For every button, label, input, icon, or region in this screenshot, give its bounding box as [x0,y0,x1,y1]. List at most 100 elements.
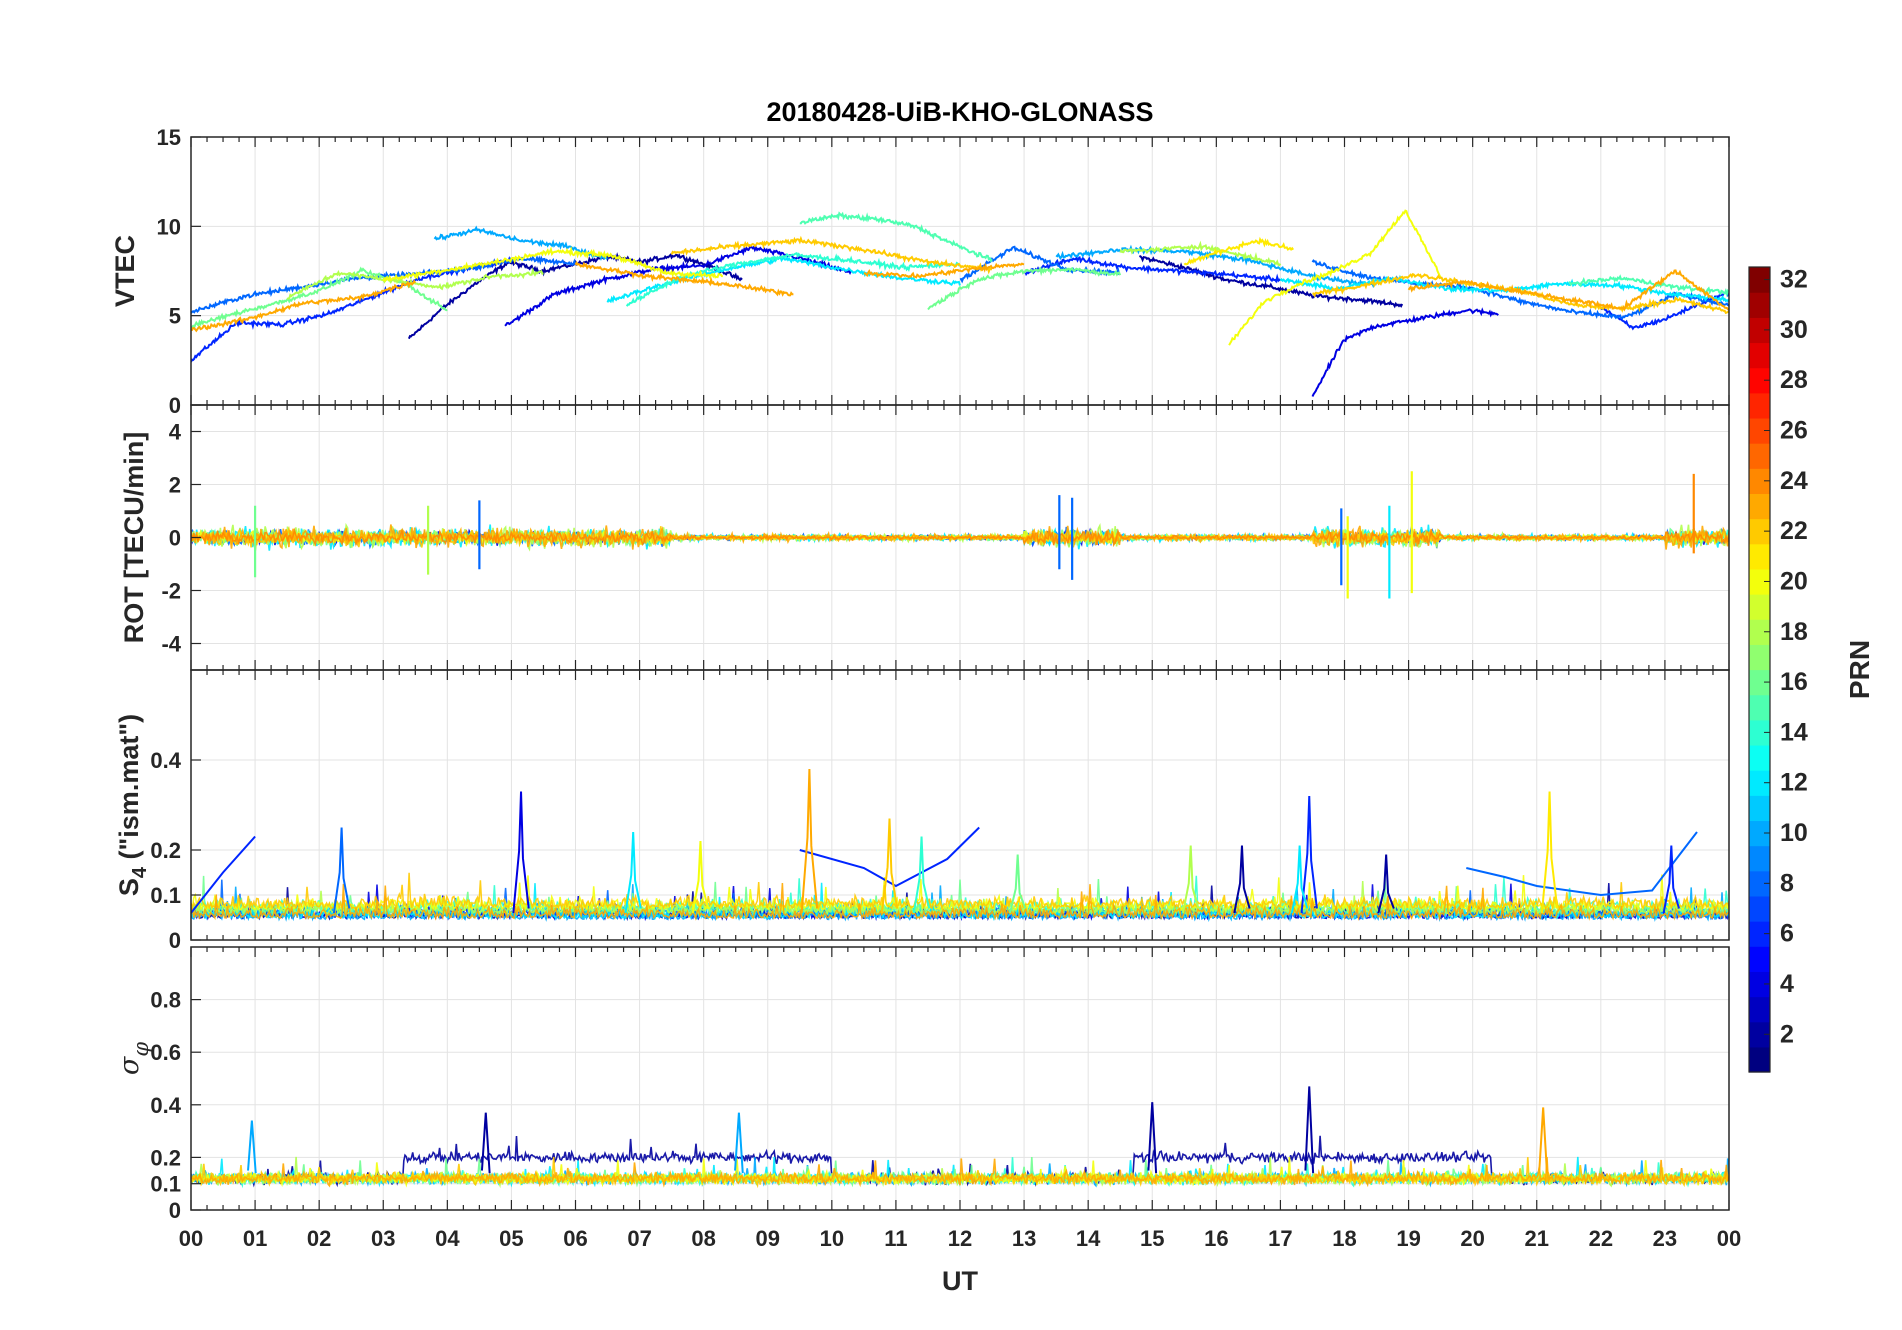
x-tick-label: 20 [1460,1226,1484,1251]
x-tick-labels: 00 01 02 03 04 05 06 07 08 09 10 11 12 13 14 15 16 17 18 19… [179,1226,1741,1251]
panel-rot: -4 -2 0 2 4 ROT [TECU/min] [119,404,1730,671]
x-tick-label: 08 [691,1226,715,1251]
s4-peak [800,768,819,914]
x-tick-label: 12 [948,1226,972,1251]
x-tick-label: 11 [884,1226,907,1251]
y-tick-label-vtec: 15 [157,125,181,150]
x-tick-label: 16 [1204,1226,1228,1251]
colorbar-tick-label: 18 [1780,618,1808,646]
y-tick-label-s4: 0.1 [150,883,181,908]
vtec-line-prn-16 [927,266,1122,311]
y-tick-label-rot: 2 [169,473,181,498]
x-tick-label: 10 [820,1226,844,1251]
colorbar-swatch [1749,895,1770,922]
colorbar-swatch [1749,317,1770,344]
y-tick-label-sigma: 0.4 [150,1093,181,1118]
colorbar-swatch [1749,669,1770,696]
colorbar-swatch [1749,543,1770,570]
y-tick-label-s4: 0.2 [150,838,181,863]
x-tick-label: 17 [1268,1226,1292,1251]
y-axis-label-vtec: VTEC [110,235,140,307]
sigma-peak [1538,1107,1549,1174]
vtec-line-prn-4 [1311,307,1499,397]
colorbar-label: PRN [1844,640,1875,699]
colorbar-tick-label: 4 [1780,970,1794,998]
y-tick-label-vtec: 10 [157,214,181,239]
colorbar-swatch [1749,417,1770,444]
colorbar-swatch [1749,443,1770,469]
colorbar-tick-label: 24 [1780,467,1808,495]
colorbar-swatch [1749,493,1770,520]
colorbar-swatch [1749,594,1770,620]
colorbar-tick-label: 6 [1780,920,1794,948]
x-ticks-s4 [190,670,1730,940]
colorbar-swatch [1749,292,1770,318]
x-tick-label: 04 [435,1226,460,1251]
x-tick-label: 15 [1140,1226,1164,1251]
s4-peak [880,818,899,914]
colorbar-swatch [1749,744,1770,771]
vtec-line-prn-6 [1023,255,1281,284]
y-tick-label-sigma: 0.6 [150,1040,181,1065]
data-s4 [191,768,1729,923]
y-tick-label-vtec: 5 [169,304,181,329]
x-tick-label: 00 [179,1226,203,1251]
vtec-line-prn-2 [1139,255,1404,309]
x-tick-label: 22 [1589,1226,1613,1251]
x-tick-label: 14 [1076,1226,1101,1251]
y-tick-label-rot: 0 [169,526,181,551]
x-tick-label: 21 [1525,1226,1549,1251]
colorbar-swatch [1749,568,1770,595]
data-rot [191,471,1729,599]
x-tick-label: 00 [1717,1226,1741,1251]
vtec-line-prn-23 [574,260,794,297]
x-tick-label: 06 [563,1226,587,1251]
sigma-peak [247,1120,257,1174]
x-tick-label: 01 [243,1226,267,1251]
colorbar-swatch [1749,946,1770,972]
x-tick-label: 19 [1396,1226,1420,1251]
s4-peak [1300,795,1318,914]
s4-peak [1662,845,1680,914]
s4-peak [512,791,530,914]
colorbar-swatch [1749,518,1770,545]
colorbar-swatch [1749,845,1770,872]
vtec-line-prn-15 [799,211,993,263]
colorbar-swatch [1749,820,1770,847]
panel-s4: 0 0.1 0.2 0.4S4 ("ism.mat") [114,669,1730,953]
colorbar-swatch [1749,619,1770,645]
x-tick-label: 23 [1653,1226,1677,1251]
colorbar-swatch [1749,342,1770,369]
sigma-peak [1304,1086,1315,1174]
colorbar-swatch [1749,694,1770,721]
colorbar-frame [1748,266,1771,1073]
colorbar-tick-label: 32 [1780,266,1808,294]
y-axis-label-rot: ROT [TECU/min] [119,432,149,643]
x-ticks-sigma [190,947,1730,1210]
vtec-line-prn-23 [191,279,417,333]
y-tick-label-sigma: 0 [169,1198,181,1223]
s4-peak [1233,845,1251,914]
vtec-line-prn-23 [863,262,1025,279]
colorbar-swatch [1749,1021,1770,1048]
vtec-line-prn-22 [670,235,993,275]
s4-line-prn-22 [191,872,1729,911]
x-tick-label: 09 [756,1226,780,1251]
vtec-line-prn-18 [1119,240,1282,267]
x-tick-label: 05 [499,1226,523,1251]
x-tick-label: 18 [1332,1226,1356,1251]
y-tick-label-rot: -2 [161,579,181,604]
colorbar-tick-label: 2 [1780,1020,1794,1048]
y-tick-label-rot: 4 [169,420,182,445]
y-tick-label-vtec: 0 [169,393,181,418]
vtec-line-prn-6 [1600,291,1729,331]
vtec-line-prn-10 [433,225,608,262]
y-axis-label-s4: S4 ("ism.mat") [114,714,151,896]
colorbar-tick-label: 20 [1780,567,1808,595]
s4-trail-prn-6 [799,826,980,888]
s4-peak [912,836,931,914]
y-tick-label-sigma: 0.2 [150,1145,181,1170]
